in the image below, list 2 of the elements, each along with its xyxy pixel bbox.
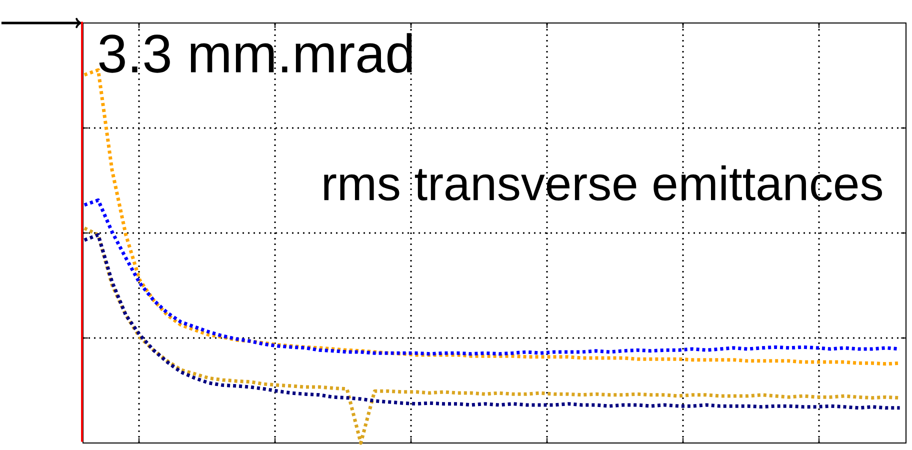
annotation: 3.3 mm.mrad <box>99 33 412 73</box>
annotation: rms transverse emittances <box>324 165 882 201</box>
